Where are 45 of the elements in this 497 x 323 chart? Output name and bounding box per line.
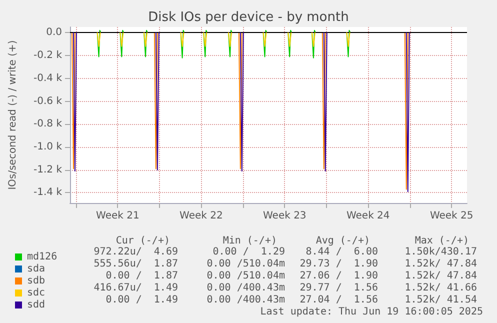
chart-title: Disk IOs per device - by month [148,10,349,25]
x-tick-label: Week 23 [262,210,306,222]
x-tick-label: Week 22 [180,210,223,222]
text: 27.06 / 1.90 [300,270,378,282]
y-tick-label: -0.8 k [34,118,62,130]
y-tick-label: -0.2 k [34,50,62,62]
y-axis-title: IOs/second read (-) / write (+) [8,40,18,190]
text: 0.00 /400.43m [206,282,285,294]
text: Max (-/+) [414,236,469,246]
text: Min (-/+) [222,236,277,246]
text: Cur (-/+) [116,236,170,246]
legend-label: sdc [27,288,46,298]
legend-label: sdd [27,300,46,310]
text: 27.04 / 1.56 [300,294,378,306]
text: 1.50k/430.17 [404,246,477,258]
y-tick-label: -0.4 k [34,72,62,84]
legend-label: sdb [27,276,46,286]
text: 8.44 / 6.00 [306,246,378,258]
text: 1.52k/ 47.84 [404,258,477,270]
y-tick-label: -1.0 k [34,142,62,152]
text: 0.00 / 1.49 [106,294,178,306]
legend-label: md126 [27,252,58,262]
y-tick-label: -0.6 k [34,96,62,107]
text: 0.00 /510.04m [206,270,285,282]
text: 972.22u/ 4.69 [94,246,178,258]
text: 1.52k/ 47.84 [404,270,477,282]
text: 0.00 /510.04m [206,258,285,270]
text: 1.52k/ 41.54 [404,294,477,306]
text: 416.67u/ 1.49 [94,282,178,294]
text: Avg (-/+) [316,236,370,246]
text: 0.00 / 1.29 [212,246,285,258]
y-tick-label: 0.0 [46,27,62,38]
text: 0.00 / 1.87 [106,270,178,282]
x-tick-label: Week 25 [430,210,474,222]
x-tick-label: Week 21 [96,210,140,222]
text: Last update: Thu Jun 19 16:00:05 2025 [260,306,483,318]
text: 555.56u/ 1.87 [94,258,178,270]
text: 29.77 / 1.56 [300,282,378,294]
x-tick-label: Week 24 [346,210,390,222]
text: 29.73 / 1.90 [300,258,378,270]
text: 1.52k/ 41.66 [404,282,477,294]
legend-label: sda [27,264,46,274]
y-tick-label: -1.4 k [34,187,62,198]
text: 0.00 /400.43m [206,294,285,306]
y-tick-label: -1.2 k [34,164,62,176]
